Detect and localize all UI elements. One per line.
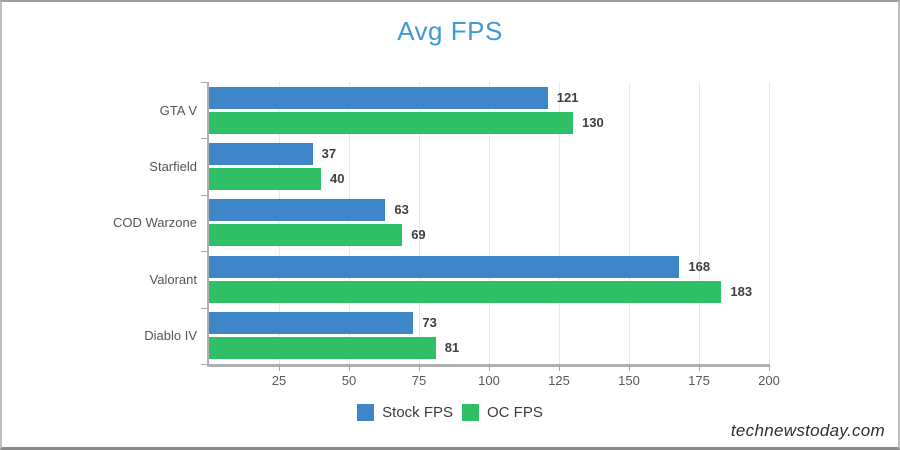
bar-stock-fps-valorant bbox=[209, 255, 680, 278]
bar-value-label: 37 bbox=[321, 146, 337, 162]
x-tick-label: 175 bbox=[688, 373, 710, 388]
bar-value-label: 81 bbox=[444, 340, 460, 356]
bar-value-label: 168 bbox=[688, 258, 711, 274]
category-label: Diablo IV bbox=[144, 328, 197, 344]
x-axis-tick bbox=[629, 364, 630, 371]
x-axis-tick bbox=[279, 364, 280, 371]
bar-group-valorant: Valorant 168 183 bbox=[150, 251, 769, 307]
bar-stock-fps-starfield bbox=[209, 143, 313, 166]
legend: Stock FPS OC FPS bbox=[2, 401, 898, 423]
bar-oc-fps-starfield bbox=[209, 168, 321, 191]
x-axis-tick bbox=[489, 364, 490, 371]
x-axis-tick bbox=[559, 364, 560, 371]
x-tick-label: 200 bbox=[758, 373, 780, 388]
plot-area: 25 50 75 100 125 150 175 200 GTA V 121 130 Starfiel… bbox=[113, 82, 780, 388]
bar-oc-fps-gta-v bbox=[209, 111, 573, 134]
y-axis-tick bbox=[201, 251, 207, 253]
x-tick-label: 25 bbox=[271, 373, 287, 388]
chart-title: Avg FPS bbox=[397, 16, 503, 46]
category-label: COD Warzone bbox=[112, 215, 197, 231]
category-label: GTA V bbox=[159, 102, 197, 118]
bar-group-starfield: Starfield 37 40 bbox=[149, 138, 769, 194]
legend-item-oc-fps: OC FPS bbox=[462, 403, 543, 421]
x-tick-label: 150 bbox=[618, 373, 640, 388]
y-axis-tick bbox=[201, 82, 207, 83]
x-tick-label: 50 bbox=[341, 373, 357, 388]
x-axis-tick bbox=[699, 364, 700, 371]
legend-swatch-stock-fps bbox=[357, 403, 375, 421]
bar-value-label: 130 bbox=[582, 114, 604, 130]
gridline bbox=[419, 82, 420, 364]
legend-label: Stock FPS bbox=[382, 403, 453, 421]
y-axis-tick bbox=[201, 364, 207, 365]
legend-label: OC FPS bbox=[487, 403, 543, 421]
bar-group-gta-v: GTA V 121 130 bbox=[160, 82, 769, 138]
bar-value-label: 69 bbox=[411, 227, 426, 243]
gridline bbox=[699, 82, 700, 364]
gridline bbox=[629, 82, 630, 364]
bar-group-diablo-iv: Diablo IV 73 81 bbox=[144, 308, 769, 364]
bar-stock-fps-gta-v bbox=[209, 86, 548, 109]
gridline bbox=[769, 82, 770, 364]
bar-value-label: 63 bbox=[394, 202, 409, 218]
bar-value-label: 121 bbox=[556, 89, 579, 105]
gridline bbox=[349, 82, 350, 364]
bar-group-cod-warzone: COD Warzone 63 69 bbox=[113, 195, 769, 251]
gridline bbox=[559, 82, 560, 364]
bar-stock-fps-diablo-iv bbox=[209, 312, 414, 335]
x-tick-label: 75 bbox=[411, 373, 427, 388]
category-label: Starfield bbox=[149, 159, 197, 175]
x-axis-tick bbox=[419, 364, 420, 371]
category-label: Valorant bbox=[149, 271, 197, 287]
y-axis-tick bbox=[201, 194, 207, 196]
bar-value-label: 183 bbox=[730, 283, 753, 299]
gridline bbox=[489, 82, 490, 364]
watermark: technewstoday.com bbox=[730, 421, 885, 440]
bar-oc-fps-diablo-iv bbox=[209, 337, 436, 360]
bar-oc-fps-cod-warzone bbox=[209, 224, 403, 247]
x-axis-tick bbox=[769, 364, 770, 371]
legend-swatch-oc-fps bbox=[462, 403, 479, 421]
bar-oc-fps-valorant bbox=[209, 280, 722, 303]
legend-item-stock-fps: Stock FPS bbox=[357, 403, 453, 421]
gridline bbox=[279, 82, 280, 364]
bar-value-label: 73 bbox=[422, 315, 437, 331]
x-tick-label: 125 bbox=[548, 373, 570, 388]
x-tick-label: 100 bbox=[478, 373, 500, 388]
bar-stock-fps-cod-warzone bbox=[209, 199, 386, 222]
y-axis-tick bbox=[201, 138, 207, 140]
x-axis-tick bbox=[349, 364, 350, 371]
bar-value-label: 40 bbox=[330, 171, 345, 187]
y-axis-tick bbox=[201, 307, 207, 309]
